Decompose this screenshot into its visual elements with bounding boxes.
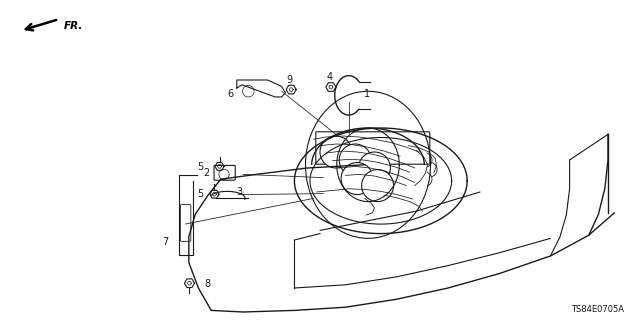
Text: 5: 5 [197,189,204,199]
Circle shape [320,136,352,168]
Text: 1: 1 [364,89,370,100]
Circle shape [219,169,229,180]
Circle shape [339,144,371,176]
Circle shape [358,152,390,184]
Text: TS84E0705A: TS84E0705A [571,305,624,314]
FancyBboxPatch shape [180,204,191,241]
Text: 8: 8 [205,279,211,289]
Text: 3: 3 [237,187,243,197]
FancyBboxPatch shape [214,165,236,180]
Text: 7: 7 [162,236,168,247]
Circle shape [243,85,254,97]
FancyBboxPatch shape [316,132,430,164]
Circle shape [341,163,373,195]
Text: 2: 2 [204,168,210,178]
Circle shape [362,170,394,202]
Text: 9: 9 [287,75,293,84]
Text: FR.: FR. [64,21,83,31]
Text: 5: 5 [197,162,204,172]
Text: 4: 4 [326,72,333,82]
Text: 6: 6 [227,89,234,100]
